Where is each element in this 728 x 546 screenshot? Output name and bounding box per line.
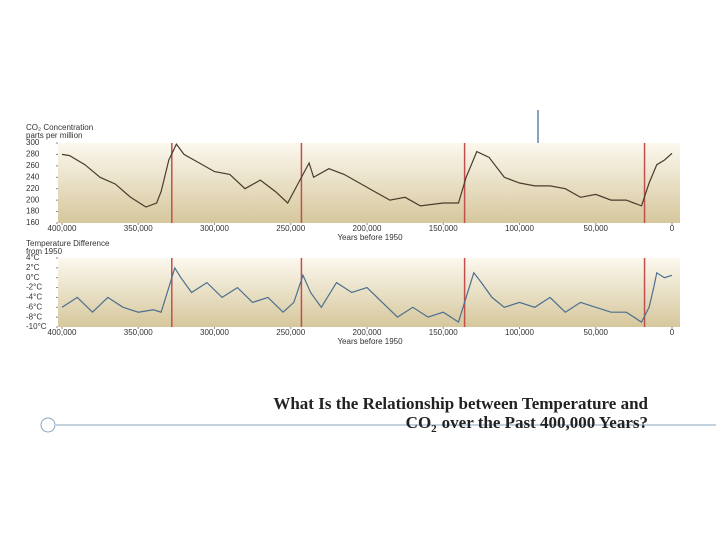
y-tick-label: -4°C	[26, 293, 42, 302]
plot-area	[58, 258, 680, 327]
y-tick-label: -8°C	[26, 312, 42, 321]
x-tick-label: 0	[670, 328, 675, 337]
x-tick-label: 0	[670, 224, 675, 233]
title-line-2: CO2 over the Past 400,000 Years?	[406, 413, 648, 435]
x-tick-label: 50,000	[584, 224, 609, 233]
x-tick-label: 150,000	[429, 224, 458, 233]
x-tick-label: 400,000	[48, 224, 77, 233]
x-tick-label: 350,000	[124, 328, 153, 337]
x-tick-label: 250,000	[276, 224, 305, 233]
x-tick-label: 50,000	[584, 328, 609, 337]
plot-area	[58, 143, 680, 223]
y-axis-label: from 1950	[26, 247, 63, 256]
y-tick-label: 300	[26, 138, 40, 147]
y-tick-label: 220	[26, 184, 40, 193]
title-line-1: What Is the Relationship between Tempera…	[273, 394, 648, 413]
x-tick-label: 300,000	[200, 224, 229, 233]
y-tick-label: 280	[26, 150, 40, 159]
y-axis-label: Temperature Difference	[26, 239, 110, 248]
y-tick-label: 240	[26, 172, 40, 181]
y-tick-label: 2°C	[26, 263, 40, 272]
data-line	[61, 266, 673, 324]
decor-circle	[40, 417, 56, 433]
title-end: over the Past 400,000 Years?	[442, 413, 648, 432]
y-tick-label: 160	[26, 218, 40, 227]
x-tick-label: 350,000	[124, 224, 153, 233]
x-tick-label: 200,000	[353, 328, 382, 337]
x-tick-label: 150,000	[429, 328, 458, 337]
y-tick-label: 0°C	[26, 273, 40, 282]
data-line	[61, 142, 673, 208]
x-axis-label: Years before 1950	[337, 337, 403, 346]
y-tick-label: -6°C	[26, 302, 42, 311]
y-axis-label: parts per million	[26, 131, 82, 140]
x-tick-label: 100,000	[505, 328, 534, 337]
y-tick-label: 4°C	[26, 253, 40, 262]
y-tick-label: -2°C	[26, 283, 42, 292]
y-tick-label: 260	[26, 161, 40, 170]
x-tick-label: 100,000	[505, 224, 534, 233]
x-tick-label: 400,000	[48, 328, 77, 337]
x-tick-label: 200,000	[353, 224, 382, 233]
title-co: CO	[406, 413, 432, 432]
x-axis-label: Years before 1950	[337, 233, 403, 242]
x-tick-label: 250,000	[276, 328, 305, 337]
y-tick-label: -10°C	[26, 322, 47, 331]
title-sub: 2	[431, 423, 437, 435]
x-tick-label: 300,000	[200, 328, 229, 337]
y-tick-label: 180	[26, 207, 40, 216]
y-tick-label: 200	[26, 195, 40, 204]
y-axis-label: CO₂ Concentration	[26, 123, 93, 132]
